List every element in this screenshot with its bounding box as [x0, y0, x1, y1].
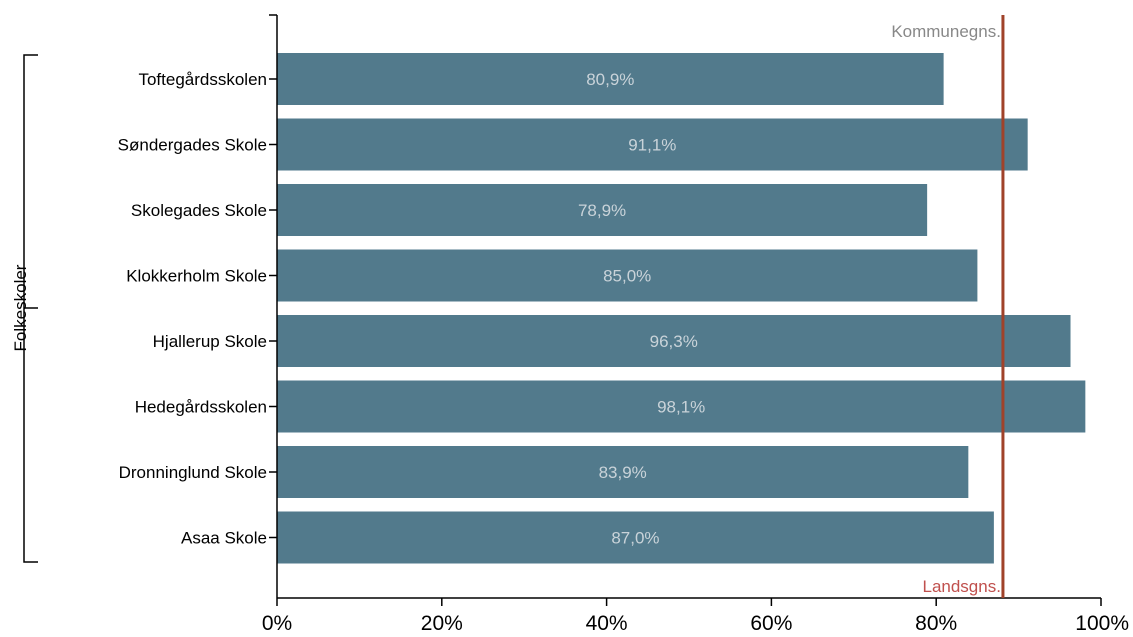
- group-bracket: Folkeskoler: [11, 54, 38, 563]
- y-axis: Toftegårdsskolen Søndergades Skole Skolega…: [118, 14, 278, 598]
- bars-layer: 80,9% 91,1% 78,9% 85,0% 96,3% 98,1% 83,9% 87,0%: [277, 53, 1086, 564]
- category-label: Hedegårdsskolen: [135, 398, 267, 417]
- reference-label-municipal: Kommunegns.: [891, 22, 1001, 41]
- bar-value-label: 91,1%: [628, 136, 676, 155]
- category-label: Hjallerup Skole: [153, 332, 267, 351]
- bar-value-label: 98,1%: [657, 398, 705, 417]
- bar: [277, 315, 1071, 367]
- category-label: Klokkerholm Skole: [126, 267, 267, 286]
- bar: [277, 118, 1028, 171]
- bar-value-label: 96,3%: [650, 332, 698, 351]
- bar: [277, 53, 944, 105]
- bar: [277, 511, 994, 564]
- category-label: Asaa Skole: [181, 529, 267, 548]
- category-label: Søndergades Skole: [118, 136, 267, 155]
- x-tick-label: 40%: [586, 612, 628, 635]
- bar: [277, 249, 978, 302]
- bar-value-label: 83,9%: [599, 463, 647, 482]
- bar-value-label: 87,0%: [611, 529, 659, 548]
- category-label: Dronninglund Skole: [119, 463, 267, 482]
- x-tick-label: 80%: [915, 612, 957, 635]
- bar: [277, 380, 1086, 433]
- bar: [277, 184, 928, 236]
- reference-lines: Kommunegns. Landsgns.: [891, 15, 1005, 598]
- x-tick-label: 0%: [262, 612, 292, 635]
- x-tick-label: 60%: [750, 612, 792, 635]
- bar: [277, 446, 969, 498]
- reference-label-national: Landsgns.: [922, 577, 1000, 596]
- bar-value-label: 80,9%: [586, 70, 634, 89]
- category-label: Toftegårdsskolen: [138, 70, 267, 89]
- x-axis: 0% 20% 40% 60% 80% 100%: [262, 597, 1129, 635]
- x-tick-label: 20%: [421, 612, 463, 635]
- bar-value-label: 78,9%: [578, 201, 626, 220]
- bar-value-label: 85,0%: [603, 267, 651, 286]
- x-tick-label: 100%: [1075, 612, 1129, 635]
- group-label: Folkeskoler: [11, 264, 30, 351]
- category-label: Skolegades Skole: [131, 201, 267, 220]
